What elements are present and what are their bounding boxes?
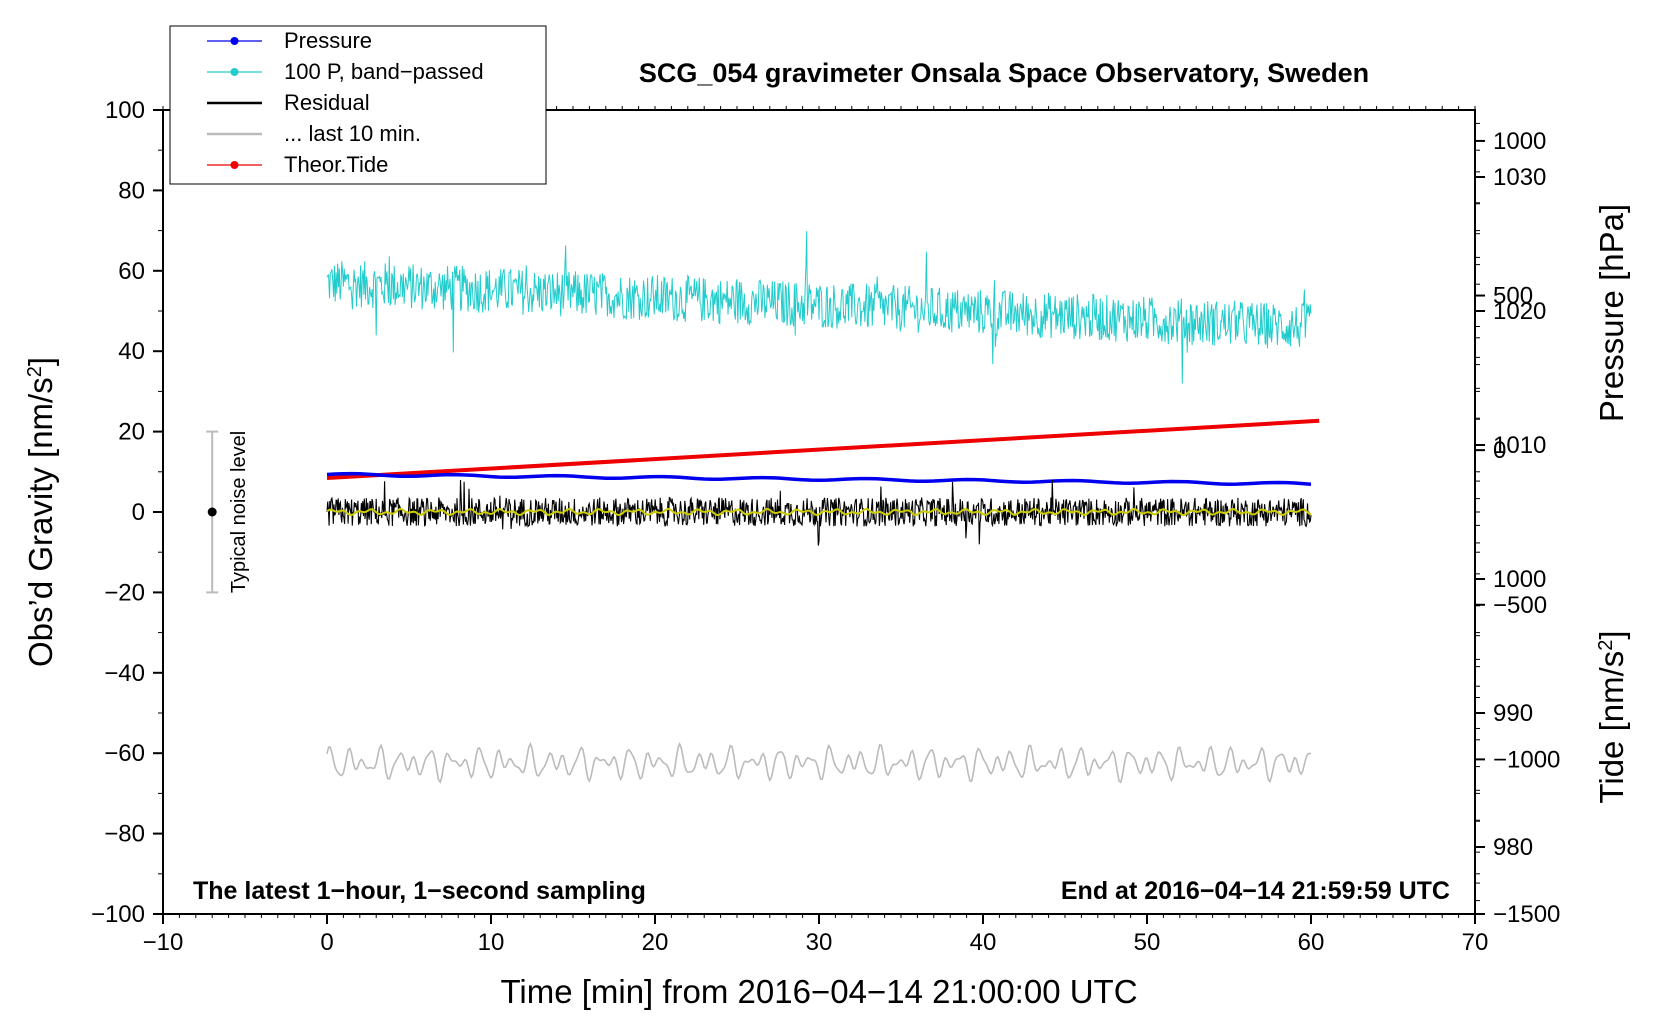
y-axis-title-left: Obs’d Gravity [nm/s2] — [22, 357, 59, 667]
series-last-10-min — [326, 741, 1312, 784]
y-tick-label-left: 80 — [118, 177, 145, 204]
y-tick-label-left: −100 — [91, 901, 145, 928]
legend-label: 100 P, band−passed — [284, 59, 484, 84]
legend-label: Pressure — [284, 28, 372, 53]
tide-tick-label: 500 — [1493, 283, 1533, 310]
x-tick-label: 70 — [1462, 929, 1489, 956]
tide-tick-label: −500 — [1493, 592, 1547, 619]
chart-title: SCG_054 gravimeter Onsala Space Observat… — [639, 58, 1369, 88]
y-tick-label-left: −20 — [104, 579, 145, 606]
pressure-tick-label: 990 — [1493, 700, 1533, 727]
x-tick-label: 30 — [806, 929, 833, 956]
legend: Pressure 100 P, band−passed Residual ... la… — [169, 25, 547, 185]
x-tick-label: 20 — [642, 929, 669, 956]
annotation-latest-hour: The latest 1−hour, 1−second sampling — [193, 877, 646, 905]
legend-label: Residual — [284, 90, 370, 115]
y-axis-title-pressure: Pressure [hPa] — [1593, 204, 1630, 422]
tide-tick-label: 0 — [1493, 437, 1506, 464]
tide-tick-label: −1000 — [1493, 746, 1560, 773]
series-theor-tide — [326, 418, 1320, 480]
y-axis-title-tide: Tide [nm/s2] — [1593, 630, 1630, 803]
plot-marks — [326, 231, 1320, 784]
y-tick-label-left: −40 — [104, 660, 145, 687]
series-band-passed — [326, 231, 1312, 384]
y-tick-label-left: 60 — [118, 258, 145, 285]
x-tick-label: 50 — [1134, 929, 1161, 956]
y-tick-label-left: −80 — [104, 821, 145, 848]
x-tick-label: −10 — [143, 929, 184, 956]
x-tick-label: 0 — [320, 929, 333, 956]
legend-marker — [230, 68, 239, 76]
pressure-tick-label: 1030 — [1493, 164, 1546, 191]
x-tick-label: 60 — [1298, 929, 1325, 956]
y-tick-label-left: 40 — [118, 338, 145, 365]
y-tick-label-left: −60 — [104, 740, 145, 767]
pressure-tick-label: 1010 — [1493, 432, 1546, 459]
legend-marker — [230, 37, 239, 45]
x-tick-label: 10 — [478, 929, 505, 956]
pressure-tick-label: 1000 — [1493, 566, 1546, 593]
tide-tick-label: 1000 — [1493, 128, 1546, 155]
pressure-tick-label: 980 — [1493, 834, 1533, 861]
y-tick-label-left: 100 — [105, 97, 145, 124]
legend-box — [169, 25, 547, 185]
noise-center-dot — [207, 507, 217, 517]
legend-marker — [230, 161, 239, 169]
y-tick-label-left: 0 — [132, 499, 145, 526]
x-tick-label: 40 — [970, 929, 997, 956]
legend-label: Theor.Tide — [284, 152, 388, 177]
y-tick-label-left: 20 — [118, 419, 145, 446]
x-axis-title: Time [min] from 2016−04−14 21:00:00 UTC — [500, 973, 1137, 1010]
noise-indicator: Typical noise level — [206, 430, 250, 594]
noise-label: Typical noise level — [228, 431, 250, 593]
annotation-end-time: End at 2016−04−14 21:59:59 UTC — [1061, 877, 1450, 905]
series-pressure — [326, 471, 1312, 486]
series-residual-smoothed — [326, 507, 1312, 517]
axis-ticks: −10 0 10 20 30 40 50 60 70100806040200−20−40−60−… — [91, 97, 1560, 956]
pressure-tick-label: 1020 — [1493, 298, 1546, 325]
legend-label: ... last 10 min. — [284, 121, 421, 146]
tide-tick-label: −1500 — [1493, 901, 1560, 928]
